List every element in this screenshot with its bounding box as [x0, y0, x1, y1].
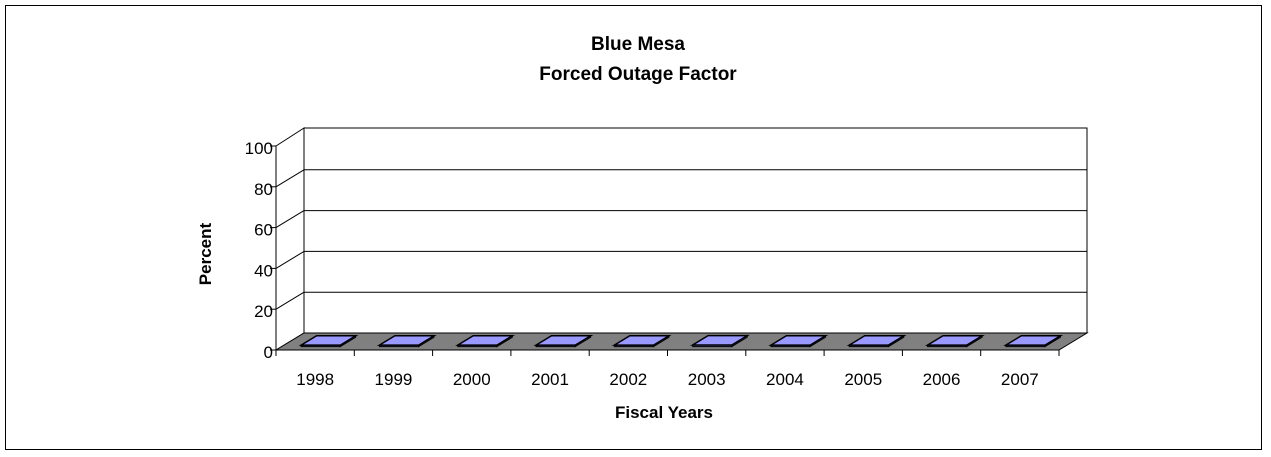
- bar: [298, 334, 359, 348]
- chart-frame: Blue Mesa Forced Outage Factor 0 20 40 60 80…: [5, 5, 1262, 450]
- gridline-side: [275, 169, 305, 188]
- gridline-side: [275, 250, 305, 269]
- bar: [533, 334, 594, 348]
- bar-top: [298, 335, 359, 346]
- x-tick-label: 2005: [844, 370, 882, 389]
- bar-top: [1003, 335, 1064, 346]
- x-tick-label: 2006: [923, 370, 961, 389]
- bar: [376, 334, 437, 348]
- y-tick-label: 20: [254, 302, 273, 321]
- bar: [455, 334, 516, 348]
- side-wall: [275, 127, 305, 351]
- y-tick-label: 60: [254, 221, 273, 240]
- bar: [1003, 334, 1064, 348]
- bar-top: [455, 335, 516, 346]
- bar-top: [533, 335, 594, 346]
- bar: [924, 334, 985, 348]
- y-axis-title: Percent: [196, 222, 215, 285]
- x-tick-label: 2003: [688, 370, 726, 389]
- x-tick-label: 2007: [1001, 370, 1039, 389]
- x-axis-title: Fiscal Years: [615, 403, 713, 422]
- bar: [768, 334, 829, 348]
- bar-top: [924, 335, 985, 346]
- gridline-side: [275, 291, 305, 310]
- bar-top: [846, 335, 907, 346]
- x-tick-label: 2001: [531, 370, 569, 389]
- bar-top: [768, 335, 829, 346]
- bar: [846, 334, 907, 348]
- y-tick-label: 80: [254, 180, 273, 199]
- bars-group: [298, 334, 1064, 348]
- bar-top: [689, 334, 750, 346]
- x-tick-label: 2002: [609, 370, 647, 389]
- x-tick-label: 2000: [453, 370, 491, 389]
- x-axis: 1998 1999 2000 2001 2002 2003 2004 2005 2006 2007: [275, 350, 1060, 389]
- chart-title-line-2: Forced Outage Factor: [539, 64, 737, 85]
- y-tick-label: 0: [264, 343, 273, 362]
- chart-svg: Blue Mesa Forced Outage Factor 0 20 40 60 80…: [196, 34, 1089, 422]
- y-tick-label: 40: [254, 261, 273, 280]
- back-wall: [303, 127, 1088, 334]
- gridline-side: [275, 210, 305, 229]
- bar: [611, 334, 672, 348]
- x-tick-label: 1998: [296, 370, 334, 389]
- bar: [689, 334, 750, 348]
- x-tick-label: 1999: [375, 370, 413, 389]
- gridlines: [275, 169, 1087, 310]
- bar-top: [611, 335, 672, 346]
- x-tick-label: 2004: [766, 370, 804, 389]
- y-tick-label: 100: [245, 139, 273, 158]
- bar-top: [376, 335, 437, 346]
- chart-title-line-1: Blue Mesa: [591, 34, 685, 55]
- y-axis: 0 20 40 60 80 100: [245, 139, 277, 362]
